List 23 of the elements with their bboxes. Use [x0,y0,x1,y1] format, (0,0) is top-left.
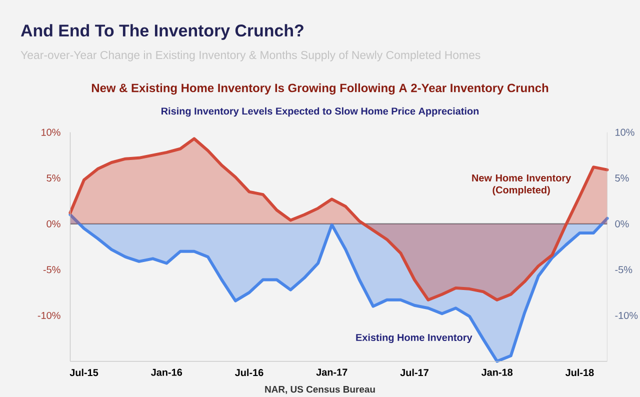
x-tick-label: Jan-17 [316,368,348,376]
text: Rising Inventory Levels Expected to Slow Home Price Appreciation [162,107,479,117]
x-tick-label: Jan-16 [150,368,182,376]
text: New & Existing Home Inventory Is Growing Following A 2-Year Inventory Crunch [92,83,548,95]
y-tick-label: -5% [43,266,60,274]
y-tick-label: 5% [46,174,60,182]
y-tick-label: 10% [42,128,60,136]
y2-tick-label: 10% [616,128,634,136]
x-tick-label: Jul-18 [565,368,594,376]
x-tick-label: Jul-15 [70,368,98,376]
y2-tick-label: -5% [615,266,632,274]
text: NAR, US Census Bureau [265,386,375,394]
chart-title: And End To The Inventory Crunch? [20,24,304,40]
series-label: Existing Home Inventory [356,334,472,344]
y-tick-label: -10% [38,312,60,319]
y2-tick-label: -10% [615,312,638,319]
x-tick-label: Jul-17 [400,368,428,376]
series-label: New Home Inventory (Completed) [472,174,572,196]
x-tick-label: Jul-16 [234,368,264,376]
x-tick-label: Jan-18 [481,368,513,376]
y2-tick-label: 5% [615,174,629,182]
y2-tick-label: 0% [615,220,629,228]
y-tick-label: 0% [46,220,60,228]
